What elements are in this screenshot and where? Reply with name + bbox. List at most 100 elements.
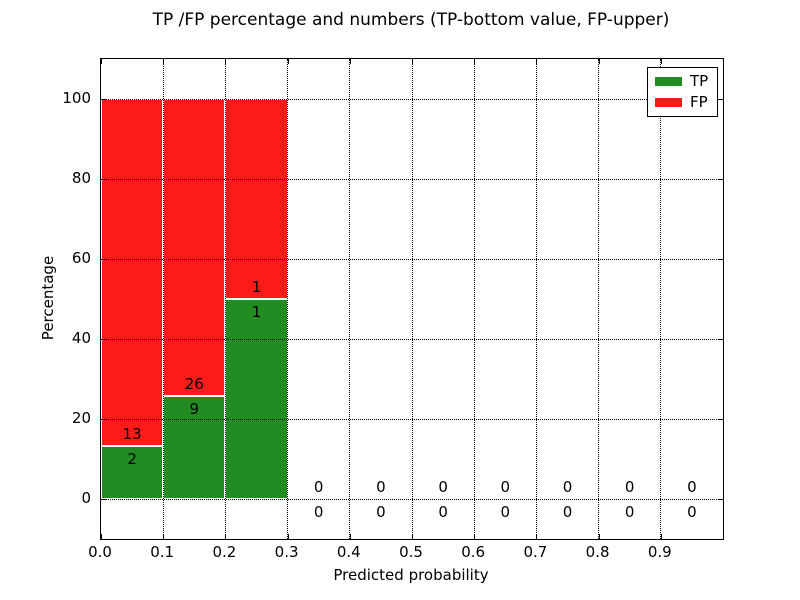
x-tickmark — [474, 534, 476, 539]
y-tickmark — [101, 499, 106, 500]
tp-count-label: 0 — [313, 503, 324, 521]
chart-title-line1: TP /FP percentage and numbers (TP-bottom… — [152, 10, 670, 30]
x-tickmark-top — [536, 59, 538, 64]
tp-legend-swatch — [655, 77, 682, 87]
x-tick-label: 0.8 — [585, 543, 610, 561]
tp-count-label: 0 — [687, 503, 697, 521]
y-tick-label: 80 — [71, 169, 91, 187]
fp-count-label: 0 — [376, 478, 386, 496]
x-tickmark — [225, 534, 227, 539]
y-tickmark — [101, 259, 106, 260]
x-tick-label: 0.3 — [274, 543, 299, 561]
y-tick-label: 100 — [62, 89, 91, 107]
x-tick-label: 0.4 — [336, 543, 361, 561]
fp-count-label: 0 — [438, 478, 448, 496]
x-tickmark-top — [412, 59, 413, 64]
fp-bar-segment — [225, 99, 288, 299]
x-tickmark — [101, 534, 102, 539]
y-tickmark-right — [718, 419, 723, 420]
x-tickmark-top — [660, 59, 662, 64]
tp-count-label: 0 — [376, 503, 386, 521]
x-axis-label: Predicted probability — [333, 566, 489, 584]
legend-entry-fp: FP — [648, 92, 717, 111]
gridline-vertical — [349, 59, 351, 539]
y-axis-label: Percentage — [39, 255, 57, 341]
x-tick-label: 0.0 — [88, 543, 112, 561]
x-tickmark-top — [225, 59, 227, 64]
gridline-vertical — [660, 59, 662, 539]
x-tickmark — [287, 534, 289, 539]
fp-legend-swatch — [655, 97, 682, 107]
tp-count-label: 1 — [251, 303, 262, 321]
fp-count-label: 0 — [500, 478, 511, 496]
gridline-vertical — [473, 59, 475, 539]
gridline-horizontal — [101, 98, 723, 100]
fp-count-label: 13 — [122, 424, 142, 443]
x-tick-label: 0.1 — [150, 543, 175, 561]
x-tickmark — [163, 534, 165, 539]
fp-count-label: 0 — [624, 478, 635, 496]
x-tick-label: 0.7 — [523, 543, 548, 561]
gridline-horizontal — [101, 498, 723, 500]
x-tickmark-top — [163, 59, 165, 64]
y-tick-label: 20 — [71, 409, 91, 427]
tp-bar-segment — [225, 299, 288, 499]
gridline-horizontal — [101, 338, 723, 340]
y-tickmark-right — [718, 339, 723, 340]
fp-count-label: 0 — [313, 478, 324, 496]
y-tickmark — [101, 179, 106, 180]
plot-area: 13 2 26 9 1 1 0 0 0 0 0 0 0 0 0 0 0 0 0 0 — [100, 58, 724, 540]
x-tickmark — [598, 534, 600, 539]
y-tickmark — [101, 99, 106, 100]
y-tick-label: 40 — [71, 329, 91, 347]
legend-entry-tp: TP — [648, 74, 717, 89]
x-tickmark-top — [349, 59, 351, 64]
x-tickmark — [536, 534, 538, 539]
x-tick-label: 0.6 — [461, 543, 486, 561]
tp-count-label: 2 — [127, 449, 137, 468]
gridline-horizontal — [101, 178, 723, 180]
y-tick-label: 0 — [81, 489, 91, 507]
x-tick-label: 0.9 — [647, 543, 672, 561]
fp-count-label: 26 — [184, 375, 204, 394]
x-tick-label: 0.5 — [399, 543, 423, 561]
x-tickmark — [349, 534, 351, 539]
x-tickmark — [660, 534, 662, 539]
y-tickmark — [101, 339, 106, 340]
fp-count-label: 0 — [687, 478, 697, 496]
gridline-vertical — [224, 59, 226, 539]
fp-bar-segment — [101, 99, 164, 446]
fp-bar-segment — [163, 99, 226, 397]
y-tickmark — [101, 419, 106, 420]
y-tickmark-right — [718, 99, 723, 100]
tp-count-label: 0 — [624, 503, 635, 521]
fp-count-label: 0 — [562, 478, 573, 496]
tp-count-label: 9 — [189, 400, 200, 419]
y-tick-label: 60 — [71, 249, 91, 267]
x-tickmark — [412, 534, 413, 539]
y-tickmark-right — [718, 259, 723, 260]
gridline-horizontal — [101, 418, 723, 420]
gridline-vertical — [162, 59, 164, 539]
gridline-vertical — [598, 59, 600, 539]
legend: TP FP — [647, 67, 718, 117]
gridline-horizontal — [101, 258, 723, 260]
x-tickmark-top — [287, 59, 289, 64]
gridline-vertical — [287, 59, 289, 539]
fp-count-label: 1 — [251, 278, 262, 296]
tp-bar-segment — [101, 445, 164, 499]
fp-legend-label: FP — [690, 92, 708, 111]
tp-count-label: 0 — [562, 503, 573, 521]
x-tickmark-top — [598, 59, 600, 64]
x-tickmark-top — [474, 59, 476, 64]
y-tickmark-right — [718, 499, 723, 500]
y-tickmark-right — [718, 179, 723, 180]
tp-count-label: 0 — [438, 503, 448, 521]
tp-legend-label: TP — [690, 72, 709, 91]
x-tickmark-top — [101, 59, 102, 64]
gridline-vertical — [411, 59, 413, 539]
gridline-vertical — [535, 59, 537, 539]
tp-bar-segment — [163, 396, 226, 499]
tp-count-label: 0 — [500, 503, 511, 521]
